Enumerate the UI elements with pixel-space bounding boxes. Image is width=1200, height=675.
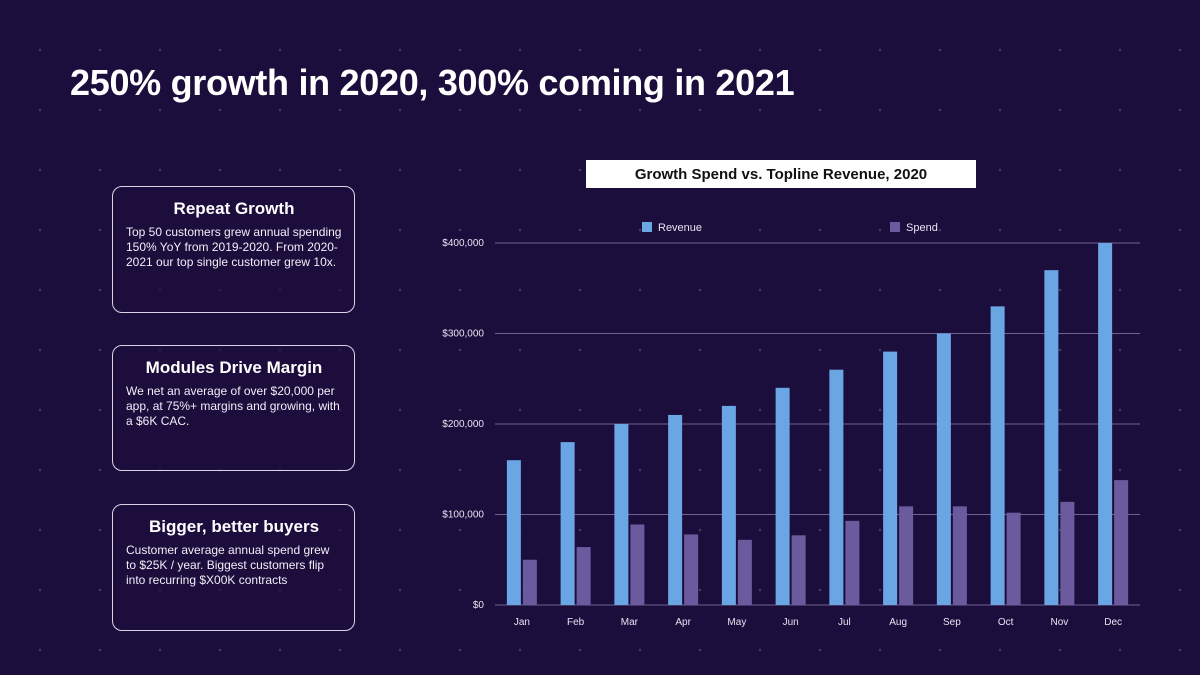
headline: 250% growth in 2020, 300% coming in 2021 bbox=[70, 62, 795, 103]
spend-bar-aug bbox=[899, 506, 914, 605]
x-tick-label: Oct bbox=[998, 617, 1014, 628]
y-tick-label: $400,000 bbox=[442, 238, 484, 249]
y-tick-label: $100,000 bbox=[442, 510, 484, 521]
card-modules-drive-margin: Modules Drive Margin We net an average o… bbox=[112, 345, 355, 471]
x-tick-label: Jan bbox=[514, 617, 530, 628]
revenue-bar-feb bbox=[560, 442, 575, 605]
card-body: We net an average of over $20,000 per ap… bbox=[126, 384, 340, 428]
x-tick-label: Aug bbox=[889, 617, 907, 628]
revenue-bar-may bbox=[721, 405, 736, 605]
legend-label-spend: Spend bbox=[906, 222, 938, 234]
spend-bar-mar bbox=[630, 524, 645, 605]
legend-swatch-revenue bbox=[642, 222, 652, 232]
legend-label-revenue: Revenue bbox=[658, 222, 702, 234]
x-tick-label: May bbox=[727, 617, 746, 628]
revenue-bar-apr bbox=[668, 414, 683, 605]
legend-swatch-spend bbox=[890, 222, 900, 232]
x-tick-label: Apr bbox=[675, 617, 691, 628]
card-bigger-better-buyers: Bigger, better buyers Customer average a… bbox=[112, 504, 355, 631]
x-tick-label: Jun bbox=[783, 617, 799, 628]
spend-bar-nov bbox=[1060, 501, 1075, 605]
y-tick-label: $0 bbox=[473, 600, 485, 611]
revenue-bar-nov bbox=[1044, 270, 1059, 605]
x-tick-label: Nov bbox=[1050, 617, 1068, 628]
spend-bar-dec bbox=[1114, 480, 1129, 605]
revenue-bar-sep bbox=[936, 333, 951, 605]
revenue-bar-aug bbox=[883, 351, 898, 605]
x-tick-label: Feb bbox=[567, 617, 585, 628]
card-title: Repeat Growth bbox=[173, 199, 295, 218]
chart-title: Growth Spend vs. Topline Revenue, 2020 bbox=[586, 160, 976, 188]
spend-bar-feb bbox=[576, 547, 591, 605]
revenue-bar-oct bbox=[990, 306, 1005, 605]
card-body: Top 50 customers grew annual spending 15… bbox=[126, 225, 342, 269]
revenue-bar-jan bbox=[506, 460, 521, 605]
revenue-bar-dec bbox=[1098, 243, 1113, 605]
spend-bar-jul bbox=[845, 520, 860, 605]
spend-bar-apr bbox=[684, 534, 699, 605]
card-title: Bigger, better buyers bbox=[148, 517, 320, 536]
card-title: Modules Drive Margin bbox=[145, 358, 323, 377]
revenue-spend-bar-chart: $0 $100,000 $200,000 $300,000 $400,000 Jan Feb… bbox=[442, 222, 1140, 628]
x-tick-label: Dec bbox=[1104, 617, 1122, 628]
spend-bar-sep bbox=[952, 506, 967, 605]
spend-bar-oct bbox=[1006, 512, 1021, 605]
card-body: Customer average annual spend grew to $2… bbox=[126, 543, 330, 587]
spend-bar-jun bbox=[791, 535, 806, 605]
spend-bar-jan bbox=[522, 559, 537, 605]
revenue-bar-jun bbox=[775, 387, 790, 605]
revenue-bar-jul bbox=[829, 369, 844, 605]
y-tick-label: $200,000 bbox=[442, 419, 484, 430]
y-tick-label: $300,000 bbox=[442, 329, 484, 340]
card-repeat-growth: Repeat Growth Top 50 customers grew annu… bbox=[112, 186, 355, 313]
spend-bar-may bbox=[737, 539, 752, 605]
x-tick-label: Sep bbox=[943, 617, 961, 628]
x-tick-label: Mar bbox=[621, 617, 639, 628]
x-tick-label: Jul bbox=[838, 617, 851, 628]
revenue-bar-mar bbox=[614, 424, 629, 605]
